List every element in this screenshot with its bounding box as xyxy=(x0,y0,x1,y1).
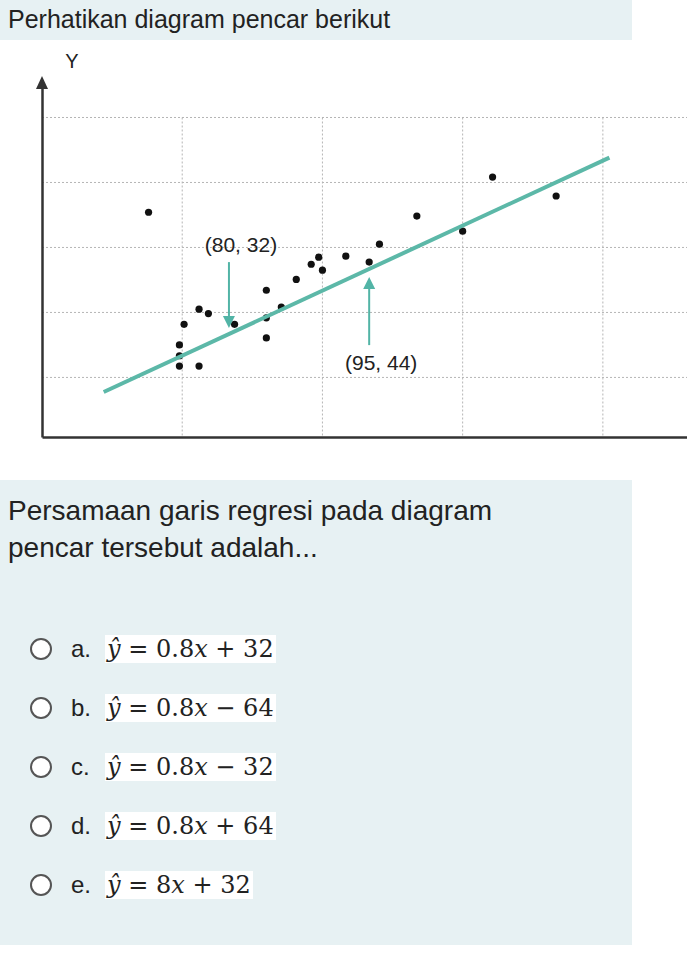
annotation-label: (80, 32) xyxy=(205,233,277,256)
header-bar: Perhatikan diagram pencar berikut xyxy=(0,0,632,40)
annotations: (80, 32) (95, 44) xyxy=(205,233,418,374)
intro-text: Perhatikan diagram pencar berikut xyxy=(8,5,390,34)
option-equation: ŷ = 0.8x + 32 xyxy=(105,635,276,663)
data-point xyxy=(205,310,212,317)
option-equation: ŷ = 8x + 32 xyxy=(105,871,253,899)
data-point xyxy=(293,276,300,283)
data-point xyxy=(366,258,373,265)
radio-button[interactable] xyxy=(30,697,52,719)
regression-line xyxy=(104,158,610,392)
data-point xyxy=(413,212,420,219)
grid-line-y xyxy=(42,182,687,183)
annotation-arrow xyxy=(368,287,370,345)
annotation-arrowhead xyxy=(223,316,235,328)
grid-line-y xyxy=(42,247,687,248)
option[interactable]: e.ŷ = 8x + 32 xyxy=(30,870,253,900)
option-letter: a. xyxy=(71,635,105,663)
question-panel: Persamaan garis regresi pada diagram pen… xyxy=(0,480,632,945)
data-point xyxy=(195,306,202,313)
annotation-label: (95, 44) xyxy=(345,351,417,374)
x-axis xyxy=(43,437,687,439)
grid-line-y xyxy=(42,117,687,118)
option-letter: b. xyxy=(71,694,105,722)
option-equation: ŷ = 0.8x − 32 xyxy=(105,753,276,781)
radio-button[interactable] xyxy=(30,874,52,896)
data-point xyxy=(176,341,183,348)
grid-line-x xyxy=(182,117,183,437)
data-point xyxy=(180,321,187,328)
scatter-chart: Y (80, 32) (95, 44) xyxy=(0,40,687,480)
grid-line-y xyxy=(42,312,687,313)
radio-button[interactable] xyxy=(30,638,52,660)
data-point xyxy=(376,241,383,248)
plot-area xyxy=(104,158,610,392)
y-axis xyxy=(42,86,44,438)
option[interactable]: b.ŷ = 0.8x − 64 xyxy=(30,693,276,723)
radio-button[interactable] xyxy=(30,756,52,778)
data-point xyxy=(489,173,496,180)
data-point xyxy=(342,253,349,260)
annotation-arrow xyxy=(228,262,230,318)
data-point xyxy=(315,254,322,261)
option-letter: c. xyxy=(71,753,105,781)
data-point xyxy=(145,209,152,216)
data-point xyxy=(195,362,202,369)
option-letter: d. xyxy=(71,812,105,840)
option[interactable]: d.ŷ = 0.8x + 64 xyxy=(30,811,276,841)
question-text: Persamaan garis regresi pada diagram pen… xyxy=(8,492,578,566)
grid xyxy=(42,117,687,437)
data-point xyxy=(553,192,560,199)
data-point xyxy=(176,362,183,369)
option-equation: ŷ = 0.8x + 64 xyxy=(105,812,276,840)
option-equation: ŷ = 0.8x − 64 xyxy=(105,694,276,722)
grid-line-x xyxy=(462,117,463,437)
option[interactable]: c.ŷ = 0.8x − 32 xyxy=(30,752,276,782)
axis-line xyxy=(43,436,687,439)
axis-line xyxy=(41,86,44,438)
grid-line-x xyxy=(602,117,603,437)
data-point xyxy=(308,261,315,268)
data-point xyxy=(263,334,270,341)
chart-background xyxy=(0,40,687,480)
y-axis-label: Y xyxy=(65,50,78,72)
option-letter: e. xyxy=(71,871,105,899)
axis-arrow xyxy=(36,76,48,89)
annotation-arrowhead xyxy=(363,277,375,289)
option[interactable]: a.ŷ = 0.8x + 32 xyxy=(30,634,276,664)
data-point xyxy=(319,267,326,274)
grid-line-x xyxy=(322,117,323,437)
data-point xyxy=(263,287,270,294)
radio-button[interactable] xyxy=(30,815,52,837)
